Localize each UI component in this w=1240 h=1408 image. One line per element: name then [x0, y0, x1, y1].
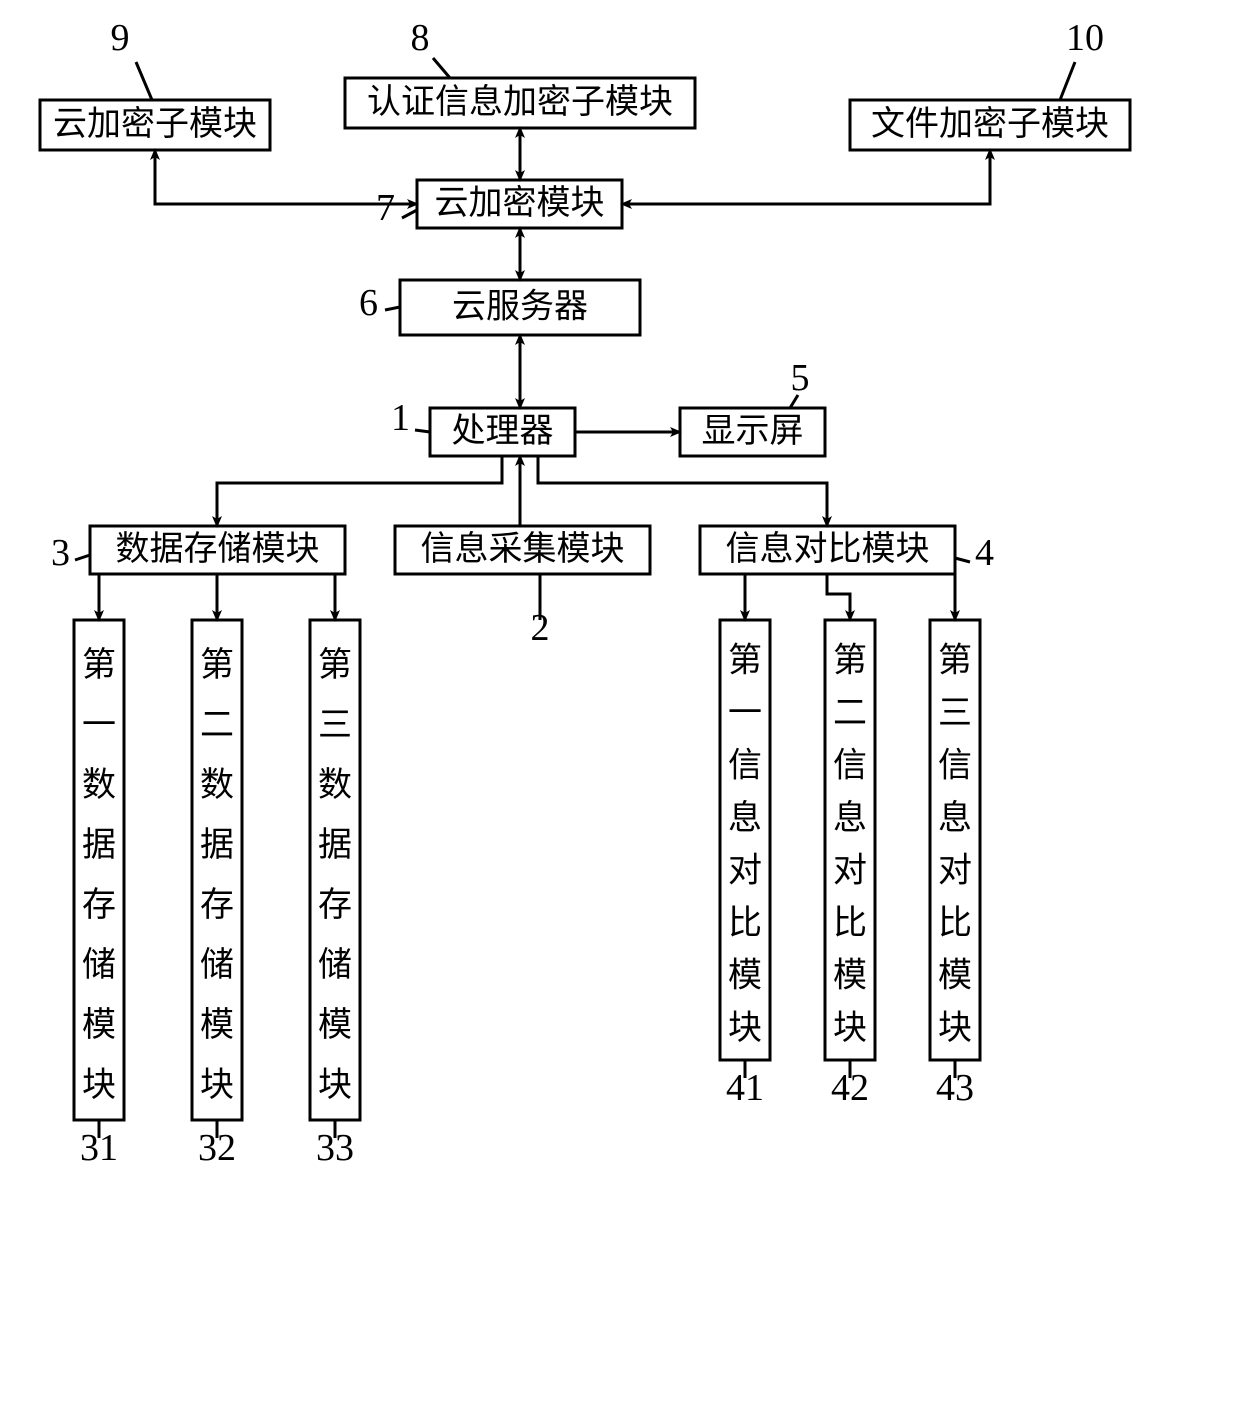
callout-n8: 8	[411, 17, 430, 59]
svg-text:云加密子模块: 云加密子模块	[53, 105, 257, 143]
node-n2: 信息采集模块	[395, 526, 650, 574]
callout-n42: 42	[831, 1067, 869, 1109]
svg-text:云加密模块: 云加密模块	[435, 184, 605, 222]
callout-n6: 6	[359, 282, 378, 324]
node-n10: 文件加密子模块	[850, 100, 1130, 150]
node-n32: 第二数据存储模块	[192, 620, 242, 1120]
svg-text:信息对比模块: 信息对比模块	[726, 530, 930, 568]
edge-n1-n4	[538, 456, 827, 526]
node-n42: 第二信息对比模块	[825, 620, 875, 1060]
edge-n10-n7	[622, 150, 990, 204]
callout-n3: 3	[51, 532, 70, 574]
edge-n4-n42	[827, 574, 850, 620]
svg-text:云服务器: 云服务器	[452, 287, 588, 325]
node-n9: 云加密子模块	[40, 100, 270, 150]
callout-n9: 9	[111, 17, 130, 59]
callout-n41: 41	[726, 1067, 764, 1109]
node-n5: 显示屏	[680, 408, 825, 456]
node-n8: 认证信息加密子模块	[345, 78, 695, 128]
svg-text:显示屏: 显示屏	[702, 413, 804, 450]
callout-n1: 1	[391, 397, 410, 439]
callout-n5: 5	[791, 357, 810, 399]
node-n3: 数据存储模块	[90, 526, 345, 574]
node-n41: 第一信息对比模块	[720, 620, 770, 1060]
callout-n32: 32	[198, 1127, 236, 1169]
svg-text:文件加密子模块: 文件加密子模块	[871, 105, 1109, 143]
node-n4: 信息对比模块	[700, 526, 955, 574]
node-n33: 第三数据存储模块	[310, 620, 360, 1120]
callout-n31: 31	[80, 1127, 118, 1169]
node-n7: 云加密模块	[417, 180, 622, 228]
svg-text:信息采集模块: 信息采集模块	[421, 530, 625, 568]
node-n31: 第一数据存储模块	[74, 620, 124, 1120]
callout-n33: 33	[316, 1127, 354, 1169]
node-n43: 第三信息对比模块	[930, 620, 980, 1060]
node-n6: 云服务器	[400, 280, 640, 335]
svg-text:认证信息加密子模块: 认证信息加密子模块	[367, 83, 673, 121]
svg-text:处理器: 处理器	[452, 413, 554, 450]
callout-n10: 10	[1066, 17, 1104, 59]
callout-n2: 2	[531, 607, 550, 649]
callout-n7: 7	[376, 187, 395, 229]
edge-n1-n3	[217, 456, 502, 526]
node-n1: 处理器	[430, 408, 575, 456]
callout-n4: 4	[975, 532, 994, 574]
diagram-root: 云加密子模块 认证信息加密子模块文件加密子模块云加密模块云服务器处理器 显示屏数据存…	[0, 0, 1240, 1408]
callout-n43: 43	[936, 1067, 974, 1109]
svg-text:数据存储模块: 数据存储模块	[116, 530, 320, 568]
